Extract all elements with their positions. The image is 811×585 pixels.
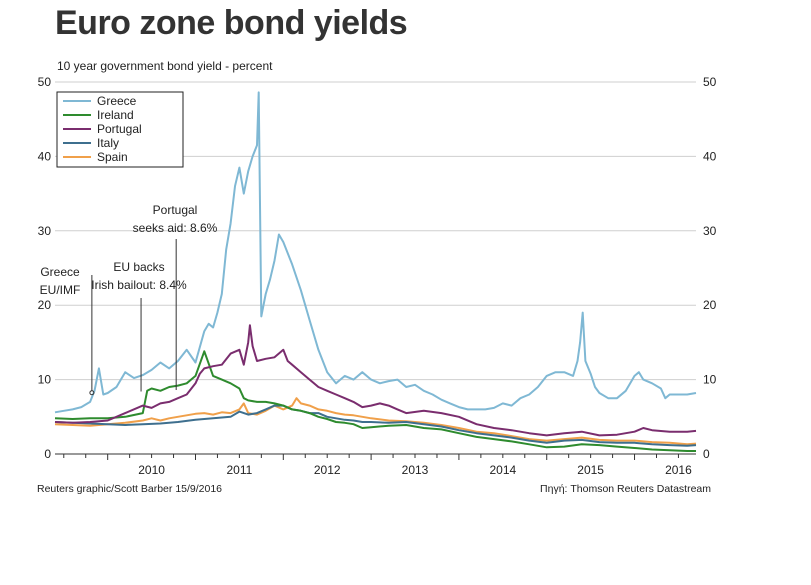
annotation-label: seeks aid: 8.6%	[133, 221, 218, 235]
y-tick-label-right: 0	[703, 447, 710, 461]
y-tick-label-right: 40	[703, 149, 717, 163]
series-line-greece	[54, 91, 697, 414]
y-tick-label-left: 20	[38, 298, 52, 312]
annotation-label: Portugal	[153, 203, 198, 217]
series-line-italy	[54, 404, 697, 447]
chart-subtitle: 10 year government bond yield - percent	[57, 59, 273, 73]
legend-label-greece: Greece	[97, 94, 137, 108]
legend-label-italy: Italy	[97, 136, 119, 150]
y-tick-label-left: 10	[38, 373, 52, 387]
credit-left: Reuters graphic/Scott Barber 15/9/2016	[37, 483, 223, 495]
y-tick-label-left: 40	[38, 149, 52, 163]
series-line-spain	[54, 397, 697, 446]
y-tick-label-left: 30	[38, 224, 52, 238]
series-line-ireland	[54, 350, 696, 452]
series-line-portugal	[54, 324, 697, 437]
x-tick-label: 2012	[314, 463, 341, 477]
y-tick-label-right: 20	[703, 298, 717, 312]
y-tick-label-left: 50	[38, 75, 52, 89]
legend-label-spain: Spain	[97, 150, 128, 164]
annotation-label: Irish bailout: 8.4%	[91, 278, 187, 292]
y-tick-label-left: 0	[44, 447, 51, 461]
x-tick-label: 2011	[226, 463, 252, 477]
x-tick-label: 2016	[665, 463, 692, 477]
x-tick-label: 2015	[577, 463, 604, 477]
x-tick-label: 2010	[138, 463, 165, 477]
annotation-label: Greece	[40, 265, 80, 279]
y-tick-label-right: 30	[703, 224, 717, 238]
annotation-label: EU/IMF	[40, 283, 81, 297]
x-tick-label: 2014	[489, 463, 516, 477]
y-tick-label-right: 10	[703, 373, 717, 387]
legend-label-portugal: Portugal	[97, 122, 142, 136]
annotation-marker	[89, 390, 95, 396]
credit-right: Πηγή: Thomson Reuters Datastream	[540, 483, 711, 495]
annotation-label: EU backs	[113, 260, 164, 274]
y-tick-label-right: 50	[703, 75, 717, 89]
chart-title: Euro zone bond yields	[55, 4, 408, 42]
x-tick-label: 2013	[402, 463, 429, 477]
legend-label-ireland: Ireland	[97, 108, 134, 122]
